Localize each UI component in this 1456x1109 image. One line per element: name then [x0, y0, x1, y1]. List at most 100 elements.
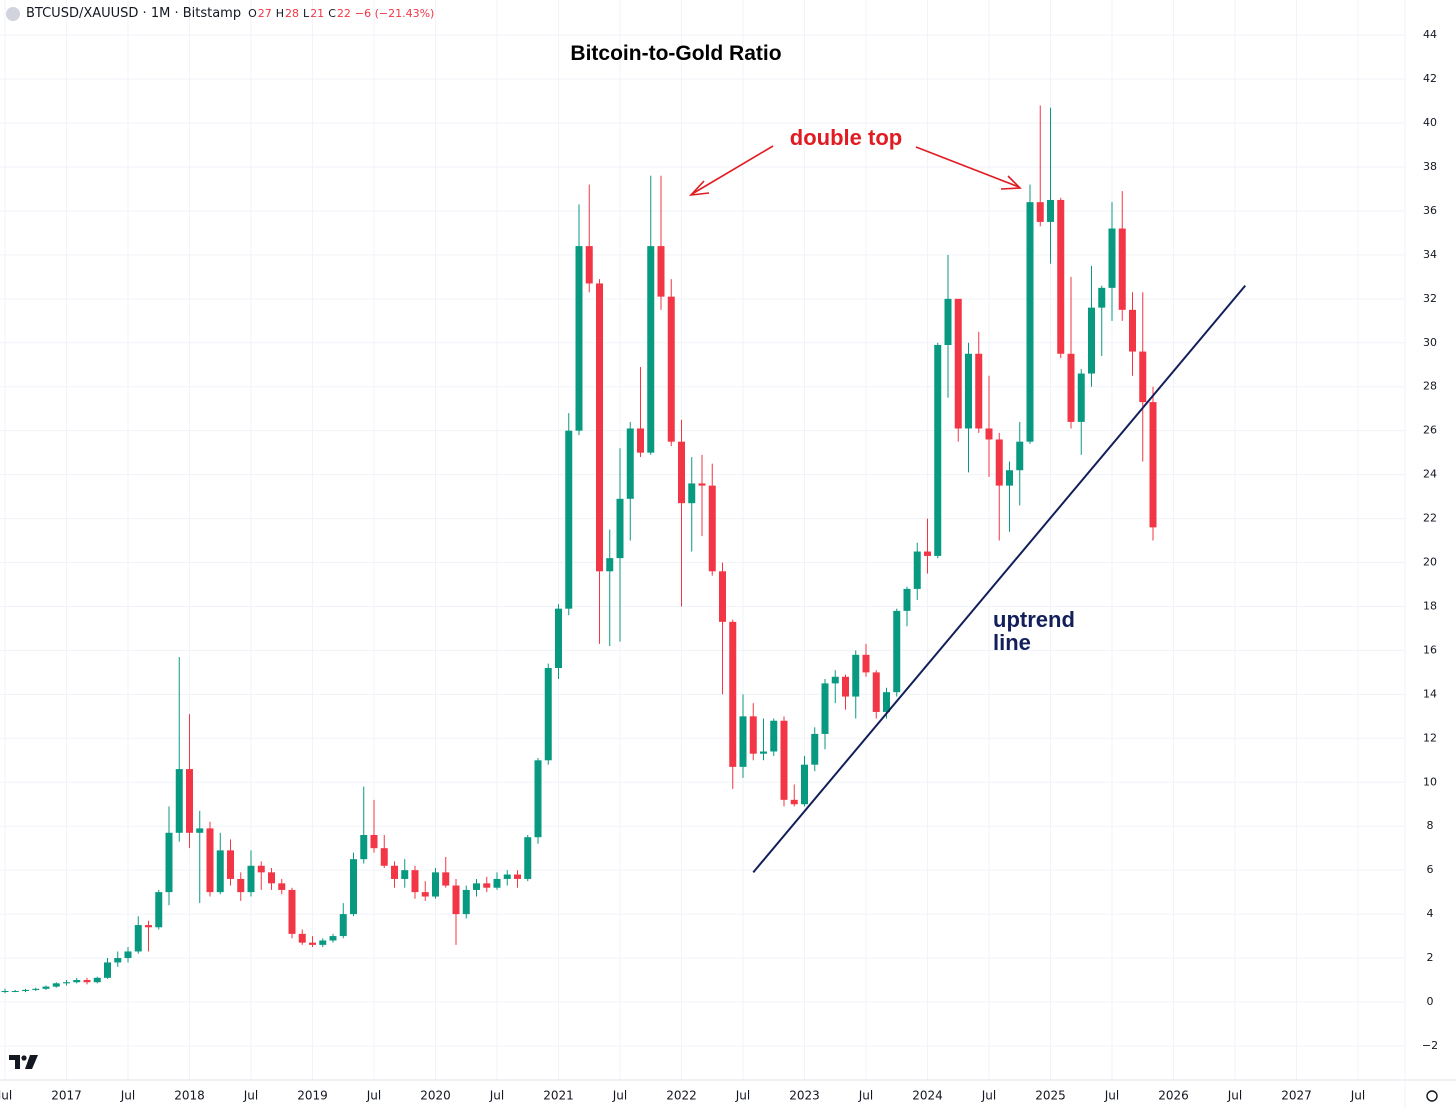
ohlc-value: 21 [310, 7, 325, 20]
candle-body [380, 848, 388, 866]
x-tick-label: 2022 [666, 1089, 697, 1103]
candle-body [360, 834, 368, 860]
candle-body [544, 667, 552, 761]
candle-body [534, 760, 542, 838]
candle-body [606, 558, 614, 572]
ohlc-value: 28 [285, 7, 300, 20]
y-tick-label: 24 [1423, 468, 1437, 481]
candle-body [596, 283, 603, 572]
candle-body [1129, 309, 1136, 352]
candle-body [186, 769, 193, 833]
candle-body [114, 958, 122, 963]
x-tick-label: 2021 [543, 1089, 574, 1103]
y-tick-label: 34 [1423, 248, 1437, 261]
candle-body [667, 296, 675, 442]
y-tick-label: 18 [1423, 599, 1437, 612]
settings-icon[interactable] [1426, 1090, 1438, 1102]
candle-body [1016, 441, 1024, 471]
candle-body [124, 951, 132, 959]
candle-body [749, 716, 757, 754]
logo [9, 1055, 38, 1069]
candle-body [288, 889, 296, 934]
candle-body [852, 654, 860, 697]
arrowhead-left [688, 180, 710, 197]
candle-body [421, 892, 429, 897]
candle-body [350, 859, 357, 915]
candle-body [637, 428, 644, 453]
candle-body [473, 883, 480, 890]
candle-body [883, 692, 890, 712]
candle-body [268, 872, 275, 884]
y-tick-label: 44 [1423, 28, 1437, 41]
candle-body [442, 872, 450, 886]
candle-body [104, 962, 111, 978]
candle-body [585, 246, 593, 284]
x-tick-label: 2017 [51, 1089, 82, 1103]
chart-title: Bitcoin-to-Gold Ratio [570, 42, 782, 65]
candle-body [11, 991, 19, 993]
symbol-icon [6, 6, 20, 21]
candle-body [995, 439, 1003, 486]
y-tick-label: 16 [1423, 643, 1437, 656]
candle-body [1088, 307, 1095, 374]
candle-body [575, 246, 583, 431]
candle-body [1, 991, 9, 993]
ohlc-label: H [275, 7, 285, 20]
candle-body [647, 246, 655, 453]
x-tick-label: Jul [735, 1089, 750, 1103]
candle-body [944, 298, 952, 345]
y-tick-label: 40 [1423, 116, 1437, 129]
y-tick-label: 2 [1427, 951, 1434, 964]
candle-body [52, 983, 60, 987]
candle-body [821, 683, 829, 734]
x-tick-label: Jul [489, 1089, 504, 1103]
annotation-double-top: double top [789, 125, 903, 150]
y-tick-label: 0 [1427, 995, 1434, 1008]
ohlc: O 27 H 28 L 21 C 22 [245, 7, 351, 20]
legend-header: BTCUSD/XAUUSD · 1M · Bitstamp O 27 H 28 L 21 C… [6, 6, 434, 21]
candle-body [1077, 373, 1085, 422]
arrow-left [691, 145, 774, 195]
candle-body [954, 298, 962, 429]
candle-body [42, 986, 50, 989]
y-tick-label: −2 [1422, 1039, 1438, 1052]
x-tick-label: Jul [858, 1089, 873, 1103]
x-tick-label: Jul [120, 1089, 135, 1103]
ohlc-value: 22 [336, 7, 351, 20]
x-tick-label: 2026 [1158, 1089, 1189, 1103]
candle-body [145, 925, 152, 928]
candle-body [134, 925, 142, 952]
candle-body [1047, 199, 1054, 222]
candle-body [1067, 353, 1075, 422]
candle-body [1118, 228, 1126, 310]
arrows [688, 145, 1022, 197]
candle-body [555, 608, 562, 668]
candle-body [401, 870, 409, 879]
candle-body [196, 828, 204, 833]
y-tick-label: 32 [1423, 292, 1437, 305]
candle-body [903, 588, 911, 611]
candle-body [1108, 228, 1116, 288]
candle-body [862, 654, 870, 673]
x-tick-label: Jul [612, 1089, 627, 1103]
candle-body [760, 751, 767, 754]
y-tick-label: 10 [1423, 775, 1437, 788]
candle-body [432, 872, 439, 897]
change: −6 (−21.43%) [354, 7, 435, 20]
candle-body [1036, 202, 1044, 222]
y-tick-label: 22 [1423, 512, 1437, 525]
settings-icon-ring[interactable] [1426, 1090, 1438, 1102]
candle-body [678, 441, 685, 504]
trendline [752, 285, 1247, 873]
candle-body [73, 980, 81, 983]
candle-body [411, 870, 419, 893]
x-tick-label: Jul [1227, 1089, 1242, 1103]
candle-body [83, 980, 91, 983]
candle-body [913, 551, 921, 589]
candle-body [1098, 287, 1106, 308]
candle-body [206, 828, 214, 893]
candle-body [1006, 470, 1013, 486]
x-tick-label: 2025 [1035, 1089, 1066, 1103]
